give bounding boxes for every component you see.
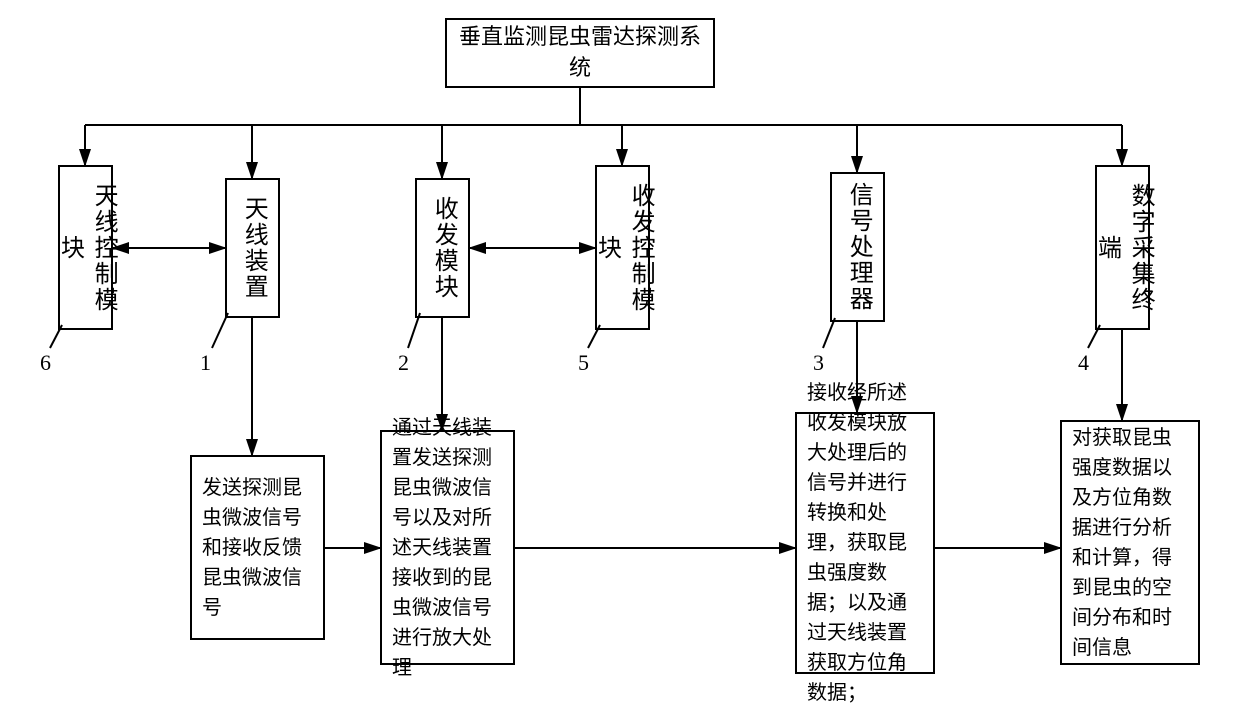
antenna-control-module: 天线控制模块 bbox=[58, 165, 113, 330]
signal-processor-label: 信号处理器 bbox=[841, 182, 875, 312]
connectors-svg bbox=[0, 0, 1239, 688]
desc2-text: 通过天线装置发送探测昆虫微波信号以及对所述天线装置接收到的昆虫微波信号进行放大处… bbox=[392, 413, 503, 683]
antenna-control-label: 天线控制模块 bbox=[52, 175, 119, 320]
tr-control-module: 收发控制模块 bbox=[595, 165, 650, 330]
label-1: 1 bbox=[200, 350, 211, 376]
desc4-text: 对获取昆虫强度数据以及方位角数据进行分析和计算，得到昆虫的空间分布和时间信息 bbox=[1072, 423, 1188, 663]
label-3: 3 bbox=[813, 350, 824, 376]
label-6: 6 bbox=[40, 350, 51, 376]
tr-control-label: 收发控制模块 bbox=[589, 175, 656, 320]
desc-processor: 接收经所述收发模块放大处理后的信号并进行转换和处理，获取昆虫强度数据；以及通过天… bbox=[795, 412, 935, 674]
label-4: 4 bbox=[1078, 350, 1089, 376]
desc3-text: 接收经所述收发模块放大处理后的信号并进行转换和处理，获取昆虫强度数据；以及通过天… bbox=[807, 378, 923, 708]
signal-processor: 信号处理器 bbox=[830, 172, 885, 322]
desc-transceiver: 通过天线装置发送探测昆虫微波信号以及对所述天线装置接收到的昆虫微波信号进行放大处… bbox=[380, 430, 515, 665]
title-text: 垂直监测昆虫雷达探测系统 bbox=[455, 22, 705, 84]
label-5: 5 bbox=[578, 350, 589, 376]
antenna-device-label: 天线装置 bbox=[236, 196, 270, 300]
desc-antenna: 发送探测昆虫微波信号和接收反馈昆虫微波信号 bbox=[190, 455, 325, 640]
desc1-text: 发送探测昆虫微波信号和接收反馈昆虫微波信号 bbox=[202, 473, 313, 623]
transceiver-module: 收发模块 bbox=[415, 178, 470, 318]
antenna-device: 天线装置 bbox=[225, 178, 280, 318]
title-box: 垂直监测昆虫雷达探测系统 bbox=[445, 18, 715, 88]
digital-terminal-label: 数字采集终端 bbox=[1089, 175, 1156, 320]
label-2: 2 bbox=[398, 350, 409, 376]
digital-terminal: 数字采集终端 bbox=[1095, 165, 1150, 330]
desc-terminal: 对获取昆虫强度数据以及方位角数据进行分析和计算，得到昆虫的空间分布和时间信息 bbox=[1060, 420, 1200, 665]
transceiver-label: 收发模块 bbox=[426, 196, 460, 300]
